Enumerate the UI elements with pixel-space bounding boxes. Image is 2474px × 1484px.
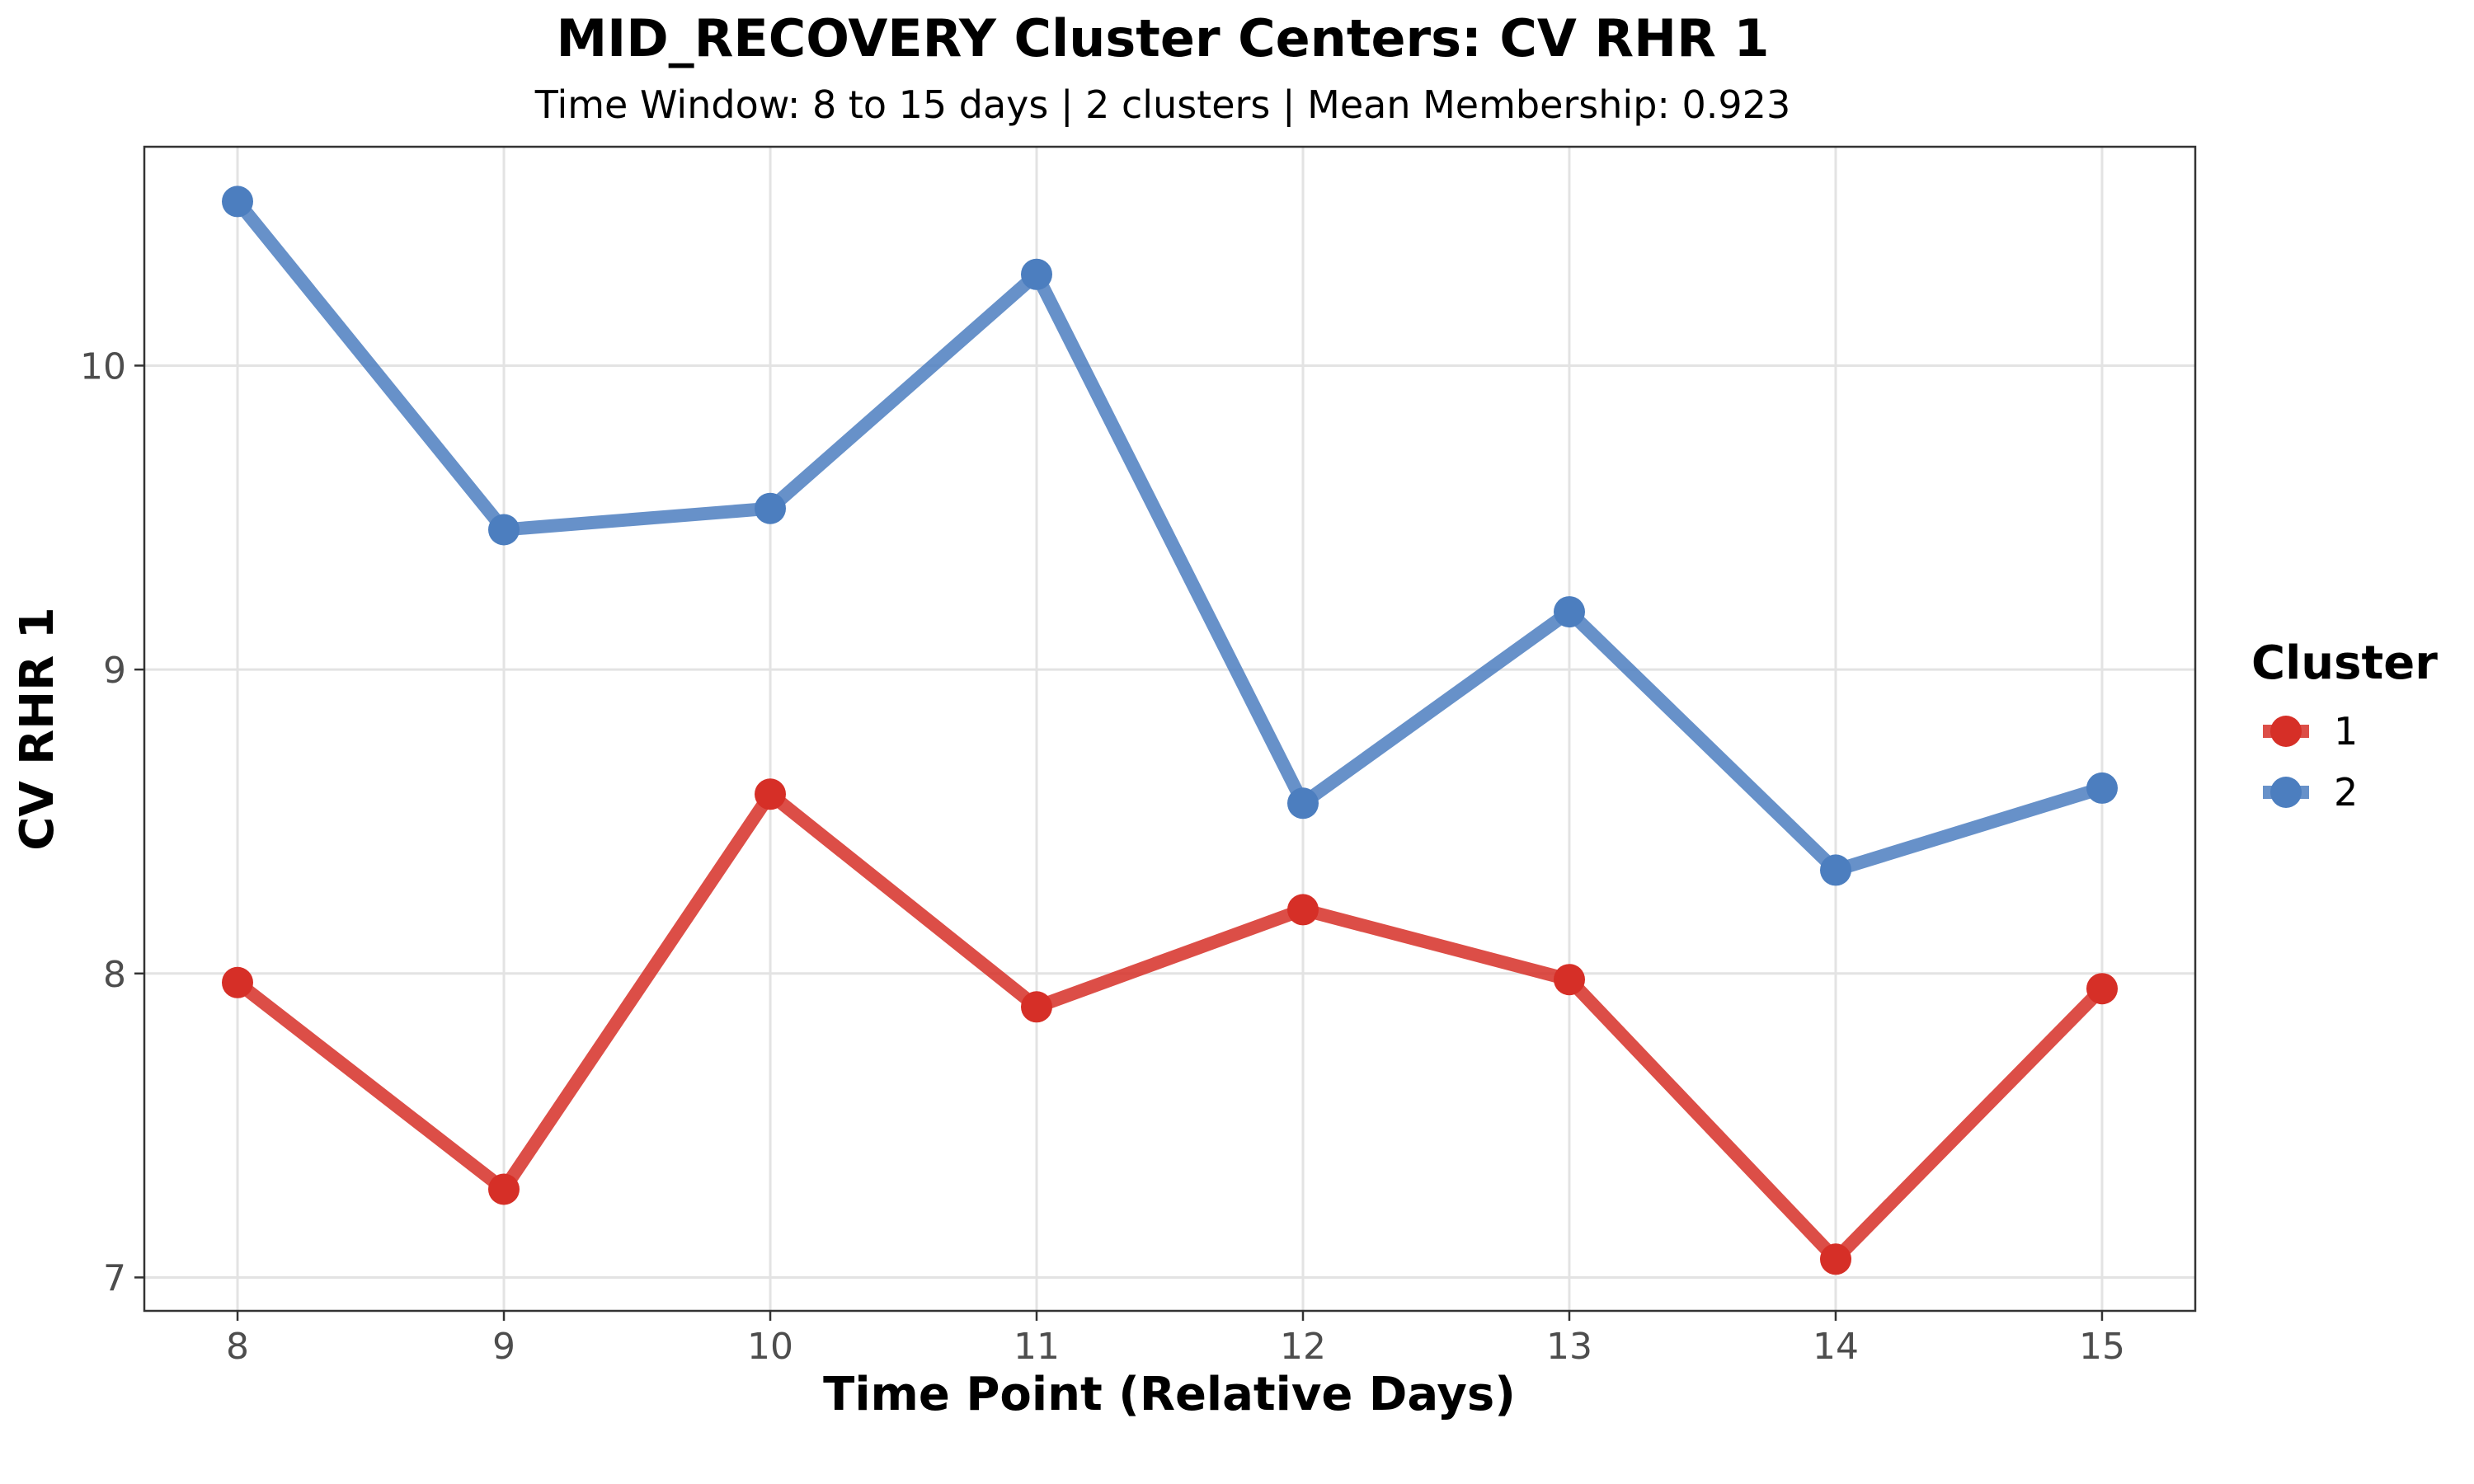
data-point-cluster-1 (2086, 973, 2118, 1005)
data-point-cluster-2 (755, 492, 786, 524)
data-point-cluster-2 (222, 186, 253, 218)
y-tick-label: 9 (103, 650, 126, 692)
x-axis: 8 9 10 11 12 13 14 15 (226, 1311, 2125, 1368)
legend-items: 12 (2263, 709, 2358, 815)
series-line-cluster-1 (233, 787, 2107, 1266)
data-point-cluster-1 (1287, 894, 1319, 926)
x-axis-title: Time Point (Relative Days) (823, 1368, 1516, 1421)
data-point-cluster-1 (222, 966, 253, 998)
plot-border (143, 145, 2197, 1313)
legend-point-swatch (2270, 777, 2302, 808)
series-line-cluster-2 (232, 197, 2105, 877)
grid-lines (144, 147, 2195, 1311)
y-axis: 7 8 9 10 (80, 345, 144, 1299)
legend-label: 2 (2334, 770, 2358, 815)
data-point-cluster-1 (1820, 1243, 1851, 1275)
x-tick-label: 9 (492, 1326, 515, 1368)
legend-point-swatch (2270, 716, 2302, 747)
series-points (222, 186, 2118, 1275)
data-point-cluster-2 (2086, 772, 2118, 804)
data-point-cluster-1 (755, 778, 786, 810)
y-tick-label: 7 (103, 1257, 126, 1299)
x-tick-label: 14 (1813, 1326, 1859, 1368)
data-point-cluster-2 (1021, 258, 1052, 290)
legend-item-cluster-1: 1 (2263, 709, 2358, 754)
plot-panel (144, 147, 2195, 1311)
data-point-cluster-2 (1287, 787, 1319, 819)
chart-title: MID_RECOVERY Cluster Centers: CV RHR 1 (556, 8, 1769, 68)
legend-label: 1 (2334, 709, 2358, 754)
x-tick-label: 13 (1546, 1326, 1592, 1368)
series-lines (232, 197, 2107, 1266)
x-tick-label: 8 (226, 1326, 249, 1368)
data-point-cluster-1 (1021, 991, 1052, 1023)
data-point-cluster-1 (488, 1173, 520, 1205)
data-point-cluster-2 (1820, 854, 1851, 886)
legend-item-cluster-2: 2 (2263, 770, 2358, 815)
legend: Cluster 12 (2251, 636, 2438, 815)
legend-title: Cluster (2251, 636, 2438, 690)
y-tick-label: 8 (103, 954, 126, 996)
data-point-cluster-1 (1554, 964, 1585, 996)
data-point-cluster-2 (488, 514, 520, 546)
y-tick-label: 10 (80, 345, 126, 387)
x-tick-label: 15 (2079, 1326, 2125, 1368)
data-point-cluster-2 (1554, 596, 1585, 628)
x-tick-label: 11 (1014, 1326, 1060, 1368)
x-tick-label: 10 (747, 1326, 793, 1368)
chart-subtitle: Time Window: 8 to 15 days | 2 clusters |… (534, 82, 1790, 128)
y-axis-title: CV RHR 1 (11, 607, 64, 851)
x-tick-label: 12 (1280, 1326, 1326, 1368)
